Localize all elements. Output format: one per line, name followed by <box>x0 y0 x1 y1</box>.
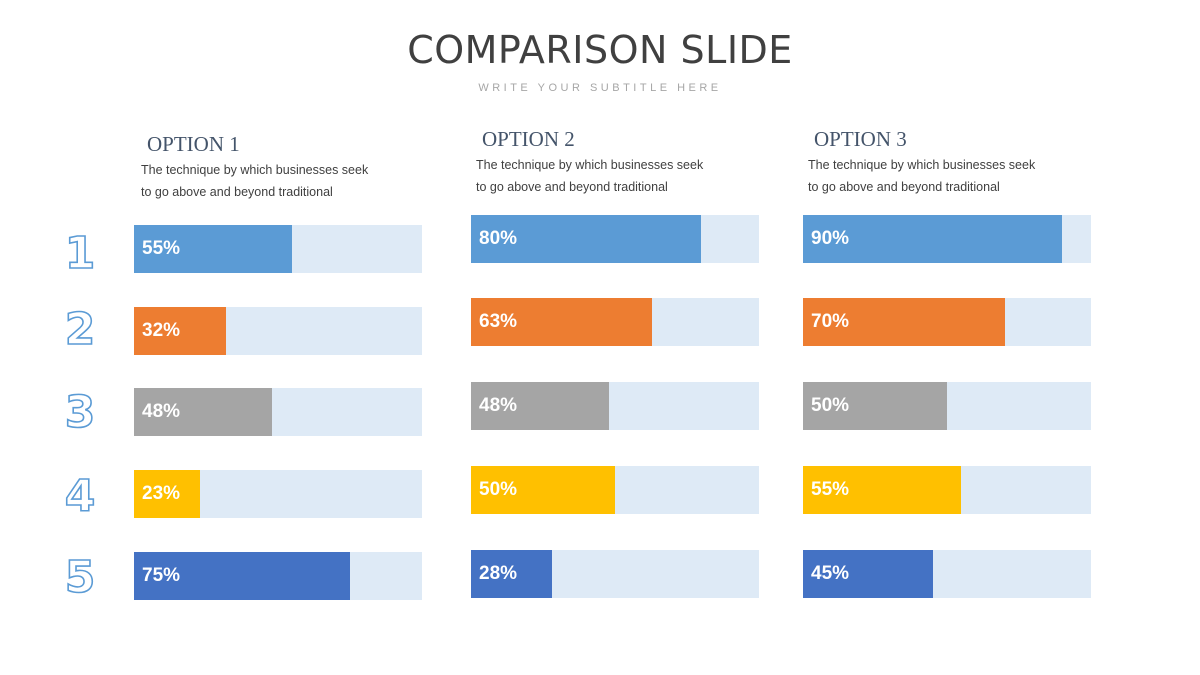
bar-label-option-1-row-2: 32% <box>142 320 181 341</box>
bar-option-1-row-4 <box>134 470 200 518</box>
row-number-1-icon: 1 <box>64 227 96 274</box>
bar-track-option-2-row-5: 28% <box>471 550 759 598</box>
bar-track-option-3-row-4: 55% <box>803 466 1091 514</box>
option-2-description-line1: The technique by which businesses seek <box>476 158 704 172</box>
bar-label-option-3-row-5: 45% <box>811 563 850 584</box>
option-3-title: OPTION 3 <box>814 127 907 151</box>
bar-track-option-3-row-3: 50% <box>803 382 1091 430</box>
bar-track-option-1-row-4: 23% <box>134 470 422 518</box>
bar-label-option-2-row-5: 28% <box>479 563 518 584</box>
bar-label-option-2-row-1: 80% <box>479 228 518 249</box>
bar-track-option-1-row-1: 55% <box>134 225 422 273</box>
bar-option-3-row-3 <box>803 382 947 430</box>
bar-option-1-row-5 <box>134 552 350 600</box>
bar-track-option-1-row-3: 48% <box>134 388 422 436</box>
row-number-5-icon: 5 <box>64 551 96 598</box>
bar-option-2-row-3 <box>471 382 609 430</box>
slide-title: COMPARISON SLIDE <box>407 28 793 72</box>
bar-label-option-3-row-1: 90% <box>811 228 850 249</box>
bar-option-1-row-2 <box>134 307 226 355</box>
option-3-description: The technique by which businesses seek t… <box>808 154 1068 198</box>
bar-option-1-row-3 <box>134 388 272 436</box>
option-2-description-line2: to go above and beyond traditional <box>476 180 668 194</box>
option-3-header: OPTION 3 The technique by which business… <box>808 127 1068 198</box>
bar-label-option-1-row-5: 75% <box>142 565 181 586</box>
row-number-4: 4 <box>65 471 96 517</box>
row-number-2: 2 <box>65 304 96 350</box>
row-number-2-icon: 2 <box>64 303 96 350</box>
bar-option-2-row-5 <box>471 550 552 598</box>
bar-label-option-1-row-1: 55% <box>142 238 181 259</box>
bar-option-3-row-4 <box>803 466 961 514</box>
bar-track-option-1-row-5: 75% <box>134 552 422 600</box>
bar-label-option-3-row-4: 55% <box>811 479 850 500</box>
row-number-3: 3 <box>65 387 96 433</box>
row-number-1: 1 <box>65 228 96 274</box>
bar-track-option-2-row-1: 80% <box>471 215 759 263</box>
bar-label-option-3-row-3: 50% <box>811 395 850 416</box>
bar-track-option-3-row-5: 45% <box>803 550 1091 598</box>
option-1-description-line1: The technique by which businesses seek <box>141 163 369 177</box>
bar-label-option-3-row-2: 70% <box>811 311 850 332</box>
bar-track-option-3-row-1: 90% <box>803 215 1091 263</box>
option-3-description-line1: The technique by which businesses seek <box>808 158 1036 172</box>
bar-option-3-row-5 <box>803 550 933 598</box>
bar-track-option-2-row-2: 63% <box>471 298 759 346</box>
bar-track-option-1-row-2: 32% <box>134 307 422 355</box>
slide-subtitle: WRITE YOUR SUBTITLE HERE <box>478 82 722 94</box>
bar-label-option-2-row-3: 48% <box>479 395 518 416</box>
bar-track-option-3-row-2: 70% <box>803 298 1091 346</box>
row-number-5: 5 <box>65 552 96 598</box>
option-3-description-line2: to go above and beyond traditional <box>808 180 1000 194</box>
row-number-4-icon: 4 <box>64 470 96 517</box>
option-2-description: The technique by which businesses seek t… <box>476 154 736 198</box>
option-1-header: OPTION 1 The technique by which business… <box>141 132 401 203</box>
bar-option-2-row-4 <box>471 466 615 514</box>
bar-track-option-2-row-3: 48% <box>471 382 759 430</box>
bar-label-option-1-row-4: 23% <box>142 483 181 504</box>
option-2-header: OPTION 2 The technique by which business… <box>476 127 736 198</box>
bar-option-2-row-1 <box>471 215 701 263</box>
option-1-description-line2: to go above and beyond traditional <box>141 185 333 199</box>
bar-label-option-2-row-2: 63% <box>479 311 518 332</box>
bar-track-option-2-row-4: 50% <box>471 466 759 514</box>
bar-label-option-2-row-4: 50% <box>479 479 518 500</box>
bar-option-2-row-2 <box>471 298 652 346</box>
option-1-title: OPTION 1 <box>147 132 240 156</box>
option-1-description: The technique by which businesses seek t… <box>141 159 401 203</box>
bar-label-option-1-row-3: 48% <box>142 401 181 422</box>
option-2-title: OPTION 2 <box>482 127 575 151</box>
bar-option-1-row-1 <box>134 225 292 273</box>
row-number-3-icon: 3 <box>64 386 96 433</box>
bar-option-3-row-2 <box>803 298 1005 346</box>
bar-option-3-row-1 <box>803 215 1062 263</box>
